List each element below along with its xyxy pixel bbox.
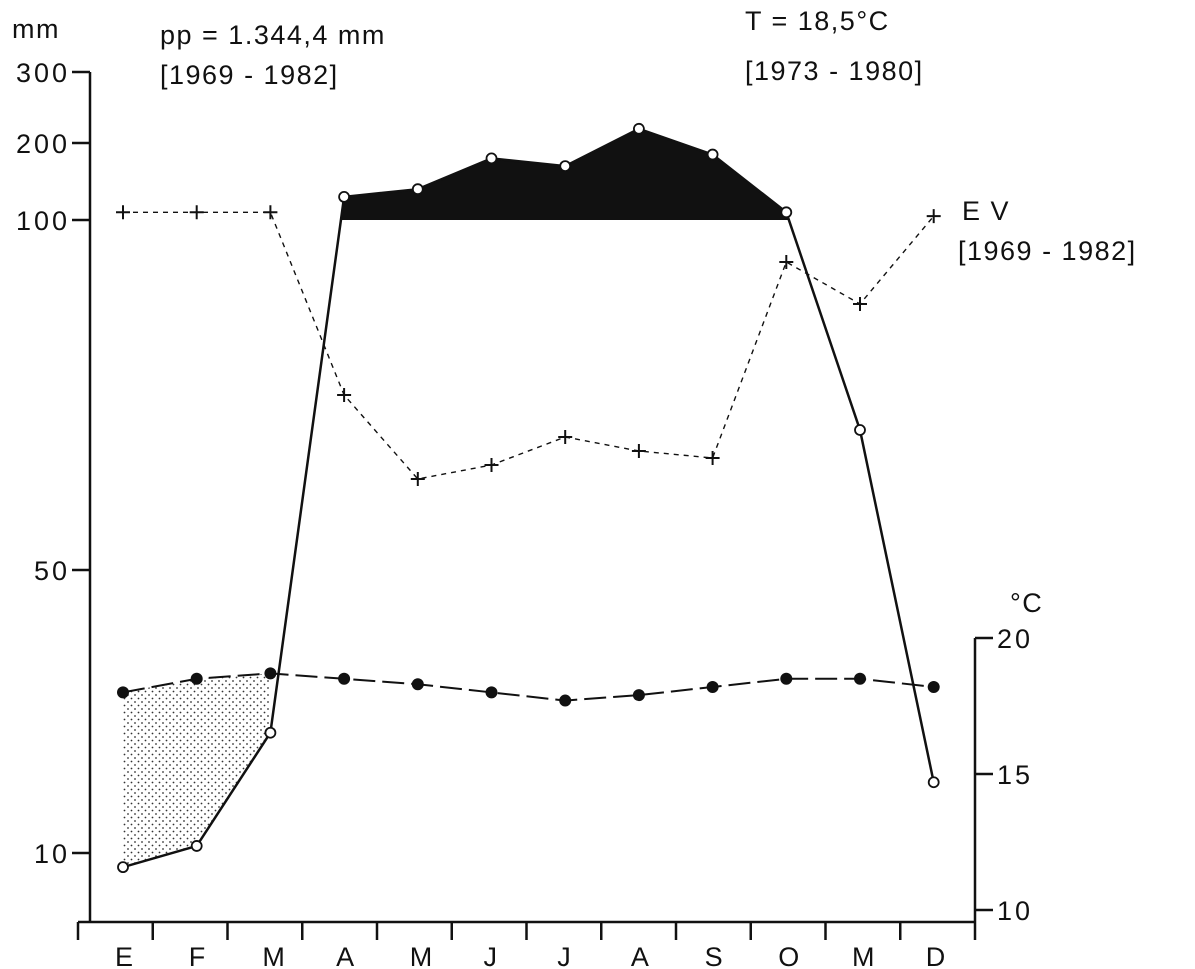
precipitation-point	[190, 840, 203, 852]
temperature-point	[854, 672, 866, 685]
evaporation-point	[410, 472, 425, 486]
month-label: M	[410, 942, 433, 969]
precip-total-label: pp = 1.344,4 mm	[160, 20, 386, 50]
temperature-line	[122, 672, 934, 702]
month-label: F	[189, 942, 206, 969]
y-tick-label: 50	[34, 556, 70, 586]
evaporation-point	[263, 205, 278, 220]
precipitation-point	[633, 122, 645, 135]
temperature-point	[485, 686, 498, 699]
precipitation-point	[117, 861, 129, 874]
precip-period-label: [1969 - 1982]	[160, 60, 339, 90]
dry-period-fill	[123, 673, 271, 868]
temperature-point	[927, 680, 940, 693]
month-label: M	[262, 942, 285, 969]
temp-period-label: [1973 - 1980]	[745, 56, 924, 86]
evaporation-point	[705, 451, 720, 465]
month-label: E	[115, 942, 133, 969]
y2-axis-unit-label: °C	[1010, 588, 1043, 618]
ev-period-label: [1969 - 1982]	[958, 236, 1137, 266]
month-label: J	[484, 942, 498, 969]
temperature-point	[264, 667, 277, 680]
temperature-point	[632, 689, 645, 702]
precipitation-point	[559, 160, 572, 173]
temperature-point	[411, 678, 424, 691]
wet-period-fill	[340, 128, 789, 220]
precipitation-point	[485, 152, 498, 165]
precipitation-point	[927, 776, 940, 789]
x-ticks	[76, 922, 977, 940]
y2-tick-label: 10	[997, 896, 1033, 926]
precipitation-point	[338, 190, 351, 203]
evaporation-point	[337, 388, 352, 402]
evaporation-point	[631, 444, 646, 458]
evaporation-point	[116, 205, 130, 220]
evaporation-line	[123, 211, 935, 480]
month-label: A	[631, 942, 649, 969]
temperature-point	[780, 672, 793, 685]
temperature-point	[117, 686, 129, 699]
y-axis-unit-label: mm	[12, 14, 60, 44]
temperature-point	[559, 694, 572, 707]
y-tick-label: 10	[34, 839, 70, 869]
y-tick-label: 100	[16, 206, 70, 236]
evaporation-point	[189, 205, 204, 220]
precipitation-point	[854, 424, 866, 436]
month-label: A	[336, 942, 354, 969]
y2-tick-label: 20	[997, 624, 1033, 654]
temperature-point	[706, 680, 719, 693]
month-label: J	[557, 942, 571, 969]
month-label: M	[852, 942, 875, 969]
precipitation-point	[706, 148, 719, 161]
y2-tick-label: 15	[997, 760, 1033, 790]
y-ticks-right: 20 15 10	[975, 624, 1033, 926]
y-tick-label: 300	[16, 58, 70, 88]
evaporation-point	[853, 297, 867, 311]
precipitation-point	[411, 183, 424, 196]
temperature-point	[338, 672, 351, 685]
precipitation-line	[122, 127, 935, 869]
series-lines	[122, 127, 935, 869]
ev-series-label: E V	[962, 196, 1010, 226]
month-label: D	[926, 942, 946, 969]
temperature-point	[190, 672, 203, 685]
y-tick-label: 200	[16, 129, 70, 159]
evaporation-point	[926, 209, 941, 224]
series-markers	[116, 122, 941, 874]
temp-mean-label: T = 18,5°C	[745, 6, 890, 36]
evaporation-point	[484, 458, 499, 472]
y-ticks-left: 300 200 100 50 10	[16, 58, 90, 869]
month-label: O	[778, 942, 799, 969]
precipitation-point	[264, 726, 277, 739]
evaporation-point	[779, 255, 794, 269]
precipitation-point	[780, 206, 793, 219]
month-label: S	[705, 942, 723, 969]
evaporation-point	[558, 430, 573, 444]
